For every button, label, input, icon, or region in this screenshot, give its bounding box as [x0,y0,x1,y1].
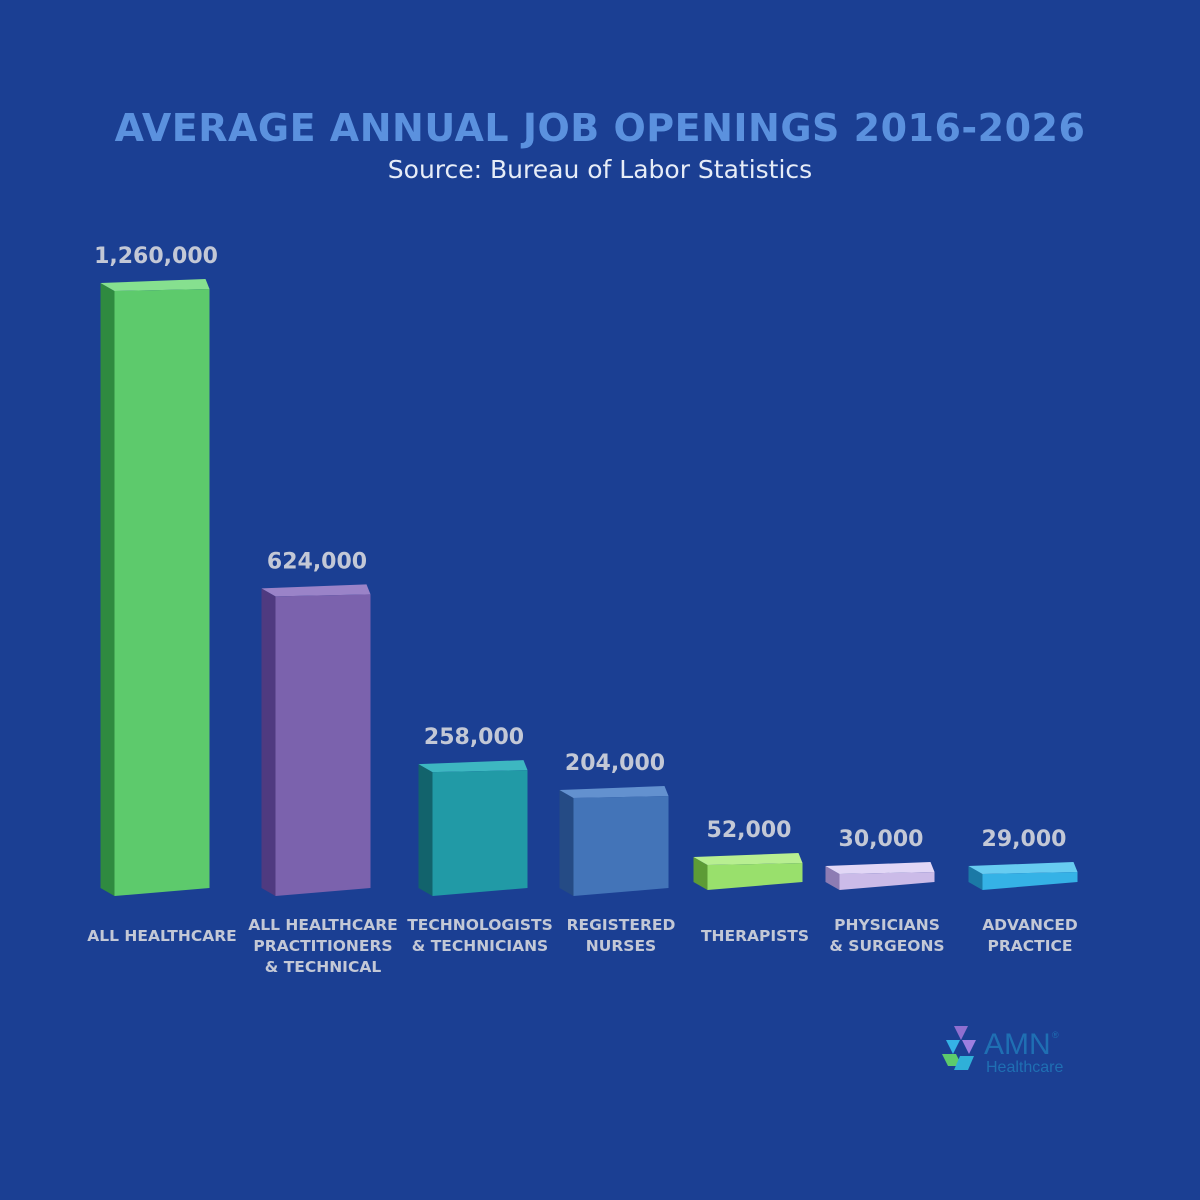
category-label-line: NURSES [585,937,657,955]
bar-value-label: 30,000 [839,827,924,852]
chart-subtitle: Source: Bureau of Labor Statistics [387,155,813,184]
category-label-line: TECHNOLOGISTS [407,916,553,934]
bar-side-face [100,283,115,896]
category-label: ADVANCED PRACTICE [945,915,1115,957]
bar-value-label: 29,000 [982,827,1067,852]
category-label-line: PHYSICIANS [834,916,940,934]
category-label: ALL HEALTHCARE PRACTITIONERS & TECHNICAL [238,915,408,978]
bar-top-face [100,279,210,291]
category-label: TECHNOLOGISTS & TECHNICIANS [395,915,565,957]
amn-logo-mark-icon [942,1026,976,1070]
chart-title: AVERAGE ANNUAL JOB OPENINGS 2016-2026 [114,106,1086,150]
bar-front-face [707,863,803,890]
bar [100,279,210,896]
bar-top-face [261,584,371,597]
category-label-line: ALL HEALTHCARE [248,916,398,934]
bar [825,862,935,890]
bar-front-face [275,594,371,896]
bar [261,584,371,896]
bar-front-face [432,770,528,896]
bar-top-face [418,760,528,773]
category-label: PHYSICIANS & SURGEONS [802,915,972,957]
bar-top-face [825,862,935,874]
category-label-line: ALL HEALTHCARE [87,927,237,945]
category-label: REGISTERED NURSES [536,915,706,957]
bar [559,786,669,896]
bar-value-label: 204,000 [565,751,665,776]
bar-value-label: 1,260,000 [94,244,218,269]
logo-name: AMN [984,1028,1051,1061]
bar-top-face [968,862,1078,874]
bar-front-face [982,872,1078,890]
bar-front-face [114,289,210,896]
bar [418,760,528,896]
bar-top-face [693,853,803,866]
bar [693,853,803,890]
category-label-line: REGISTERED [566,916,676,934]
bar [968,862,1078,890]
bar-value-label: 258,000 [424,725,524,750]
category-label-line: & TECHNICIANS [411,937,549,955]
bar-top-face [559,786,669,799]
bar-side-face [559,790,574,896]
bar-front-face [839,872,935,890]
category-label-line: PRACTICE [987,937,1073,955]
bar-front-face [573,796,669,896]
category-label-line: PRACTITIONERS [253,937,393,955]
bar-value-label: 624,000 [267,549,367,574]
bar-side-face [261,588,276,896]
category-label-line: ADVANCED [982,916,1078,934]
logo-subtext: Healthcare [986,1059,1063,1076]
bar-value-label: 52,000 [707,818,792,843]
category-label: ALL HEALTHCARE [77,926,247,947]
category-label-line: THERAPISTS [700,927,810,945]
amn-healthcare-logo: AMN ® Healthcare [942,1026,1063,1076]
bar-side-face [693,857,708,890]
category-label-line: & TECHNICAL [264,958,382,976]
category-label-line: & SURGEONS [829,937,945,955]
bar-side-face [418,764,433,896]
category-label: THERAPISTS [670,926,840,947]
logo-registered-mark: ® [1052,1030,1059,1040]
